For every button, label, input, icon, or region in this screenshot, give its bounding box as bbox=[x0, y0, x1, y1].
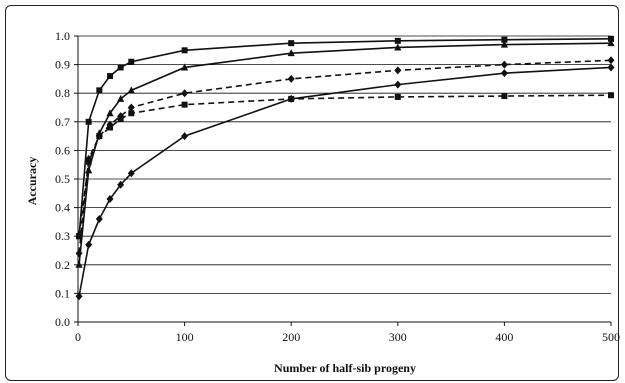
data-point-diamond bbox=[394, 66, 402, 75]
y-axis-label: Accuracy bbox=[25, 157, 39, 206]
data-point-diamond bbox=[500, 60, 508, 69]
series-5-line bbox=[78, 66, 612, 297]
data-point-diamond bbox=[500, 69, 508, 78]
x-tick-label: 300 bbox=[389, 330, 407, 344]
data-point-square bbox=[181, 47, 188, 54]
data-point-triangle bbox=[127, 86, 135, 94]
data-point-square bbox=[128, 58, 135, 65]
data-point-square bbox=[106, 73, 113, 80]
data-point-square bbox=[85, 118, 92, 125]
data-point-triangle bbox=[287, 49, 295, 57]
data-point-square bbox=[288, 40, 295, 47]
series-1-line bbox=[78, 38, 612, 237]
data-point-square bbox=[394, 37, 401, 44]
data-point-triangle bbox=[85, 166, 93, 174]
y-tick-label: 0.3 bbox=[55, 229, 70, 243]
x-tick-label: 200 bbox=[282, 330, 300, 344]
data-point-square bbox=[117, 64, 124, 71]
data-point-triangle bbox=[607, 39, 615, 47]
y-tick-label: 0.5 bbox=[55, 172, 70, 186]
y-axis-ticks: 0.0 0.1 0.2 0.3 0.4 0.5 0.6 0.7 0.8 0.9 1.0 bbox=[55, 29, 78, 329]
series-4-line bbox=[78, 94, 612, 237]
data-point-diamond bbox=[106, 195, 114, 204]
series-4 bbox=[76, 92, 614, 240]
data-point-triangle bbox=[75, 260, 83, 268]
x-axis-label: Number of half-sib progeny bbox=[274, 361, 416, 375]
data-point-square bbox=[501, 93, 508, 100]
data-point-diamond bbox=[75, 292, 83, 301]
x-tick-label: 400 bbox=[495, 330, 513, 344]
x-tick-label: 100 bbox=[176, 330, 194, 344]
series-3 bbox=[75, 56, 615, 258]
y-tick-label: 0.8 bbox=[55, 86, 70, 100]
data-point-diamond bbox=[75, 249, 83, 258]
data-point-square bbox=[96, 133, 103, 140]
data-point-square bbox=[394, 93, 401, 100]
data-point-diamond bbox=[127, 103, 135, 112]
data-point-diamond bbox=[181, 132, 189, 141]
x-tick-label: 0 bbox=[75, 330, 81, 344]
data-point-diamond bbox=[607, 56, 615, 65]
data-point-square bbox=[501, 36, 508, 43]
x-axis-ticks: 0 100 200 300 400 500 bbox=[75, 322, 620, 344]
data-point-diamond bbox=[127, 169, 135, 178]
data-point-diamond bbox=[287, 74, 295, 83]
data-point-square bbox=[76, 233, 83, 240]
data-point-diamond bbox=[117, 180, 125, 189]
series-3-line bbox=[78, 59, 612, 254]
x-tick-label: 500 bbox=[602, 330, 620, 344]
data-point-square bbox=[128, 110, 135, 117]
y-tick-label: 0.4 bbox=[55, 201, 70, 215]
data-point-diamond bbox=[95, 215, 103, 224]
series-group bbox=[75, 35, 615, 301]
data-point-triangle bbox=[394, 43, 402, 51]
data-point-diamond bbox=[607, 63, 615, 72]
y-tick-label: 0.9 bbox=[55, 58, 70, 72]
data-point-triangle bbox=[181, 63, 189, 71]
data-point-triangle bbox=[106, 109, 114, 117]
data-point-square bbox=[117, 115, 124, 122]
data-point-square bbox=[608, 35, 614, 42]
data-point-square bbox=[85, 158, 92, 165]
y-tick-label: 0.0 bbox=[55, 315, 70, 329]
data-point-square bbox=[96, 87, 103, 94]
series-2 bbox=[75, 39, 615, 268]
data-point-triangle bbox=[117, 94, 125, 102]
data-point-diamond bbox=[181, 89, 189, 98]
data-point-square bbox=[181, 101, 188, 108]
gridlines bbox=[78, 35, 611, 294]
y-tick-label: 0.2 bbox=[55, 258, 70, 272]
data-point-square bbox=[608, 92, 614, 99]
data-point-diamond bbox=[394, 80, 402, 89]
data-point-triangle bbox=[500, 40, 508, 48]
data-point-diamond bbox=[85, 240, 93, 249]
series-1 bbox=[76, 35, 614, 240]
y-tick-label: 0.7 bbox=[55, 115, 70, 129]
data-point-square bbox=[106, 124, 113, 131]
chart-frame bbox=[5, 5, 619, 381]
series-5 bbox=[75, 63, 615, 301]
y-tick-label: 0.6 bbox=[55, 143, 70, 157]
y-tick-label: 1.0 bbox=[55, 29, 70, 43]
y-tick-label: 0.1 bbox=[55, 286, 70, 300]
data-point-diamond bbox=[287, 94, 295, 103]
